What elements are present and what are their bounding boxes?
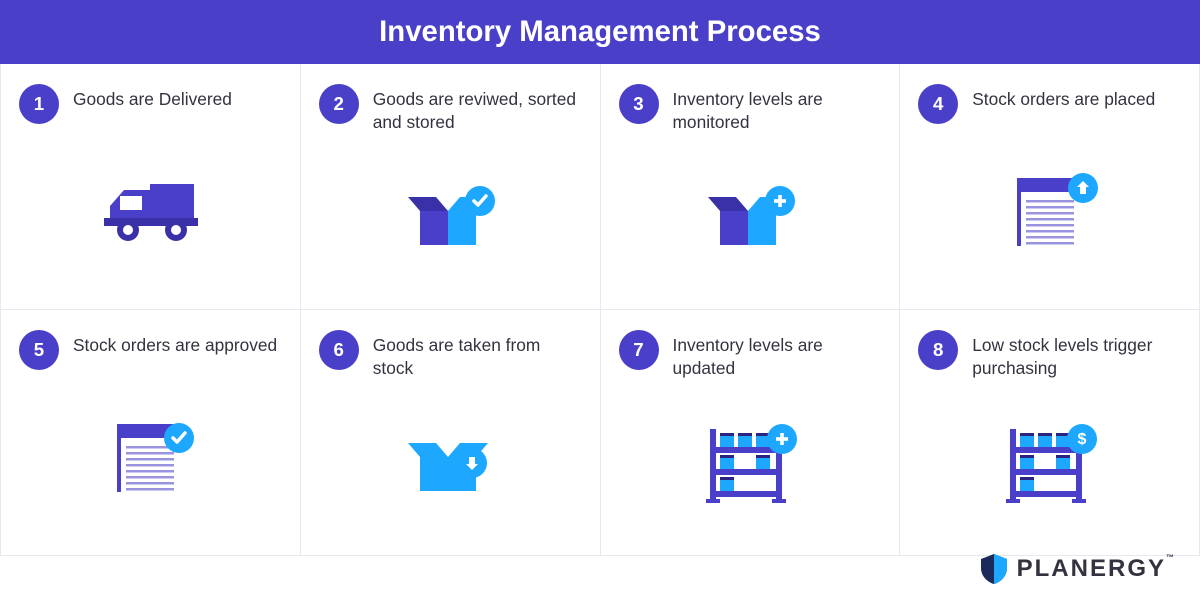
doc-up-icon [918,124,1181,293]
step-label: Goods are Delivered [73,84,232,111]
doc-check-icon [19,370,282,539]
truck-icon [19,124,282,293]
step-number-badge: 1 [19,84,59,124]
steps-grid: 1 Goods are Delivered 2 Goods are reviwe… [0,64,1200,556]
step-number-badge: 6 [319,330,359,370]
box-down-icon [319,381,582,539]
box-check-icon [319,135,582,293]
step-number: 2 [334,93,344,115]
brand-logo: PLANERGY™ [981,554,1174,584]
step-number: 8 [933,339,943,361]
step-label: Stock orders are approved [73,330,277,357]
step-cell: 2 Goods are reviwed, sorted and stored [301,64,601,310]
step-cell: 1 Goods are Delivered [1,64,301,310]
svg-text:$: $ [1077,431,1086,448]
step-number: 5 [34,339,44,361]
step-cell: 6 Goods are taken from stock [301,310,601,556]
shield-icon [981,554,1007,584]
step-number-badge: 3 [619,84,659,124]
step-number-badge: 4 [918,84,958,124]
step-label: Goods are reviwed, sorted and stored [373,84,582,135]
step-number-badge: 2 [319,84,359,124]
step-cell: 4 Stock orders are placed [900,64,1200,310]
step-label: Goods are taken from stock [373,330,582,381]
step-header: 1 Goods are Delivered [19,84,282,124]
box-plus-icon [619,135,882,293]
step-cell: 8 Low stock levels trigger purchasing $ [900,310,1200,556]
shelf-plus-icon [619,381,882,539]
step-cell: 5 Stock orders are approved [1,310,301,556]
step-header: 7 Inventory levels are updated [619,330,882,381]
step-header: 5 Stock orders are approved [19,330,282,370]
step-label: Low stock levels trigger purchasing [972,330,1181,381]
step-cell: 7 Inventory levels are updated [601,310,901,556]
step-label: Inventory levels are monitored [673,84,882,135]
step-cell: 3 Inventory levels are monitored [601,64,901,310]
step-header: 6 Goods are taken from stock [319,330,582,381]
step-number-badge: 8 [918,330,958,370]
infographic-title: Inventory Management Process [379,15,821,48]
step-header: 3 Inventory levels are monitored [619,84,882,135]
step-number-badge: 5 [19,330,59,370]
step-number: 1 [34,93,44,115]
step-label: Inventory levels are updated [673,330,882,381]
step-header: 8 Low stock levels trigger purchasing [918,330,1181,381]
step-number: 6 [334,339,344,361]
step-number: 3 [633,93,643,115]
brand-name: PLANERGY™ [1017,555,1174,583]
step-header: 4 Stock orders are placed [918,84,1181,124]
infographic-header: Inventory Management Process [0,0,1200,64]
shelf-dollar-icon: $ [918,381,1181,539]
step-number-badge: 7 [619,330,659,370]
step-number: 7 [633,339,643,361]
step-number: 4 [933,93,943,115]
step-header: 2 Goods are reviwed, sorted and stored [319,84,582,135]
step-label: Stock orders are placed [972,84,1155,111]
